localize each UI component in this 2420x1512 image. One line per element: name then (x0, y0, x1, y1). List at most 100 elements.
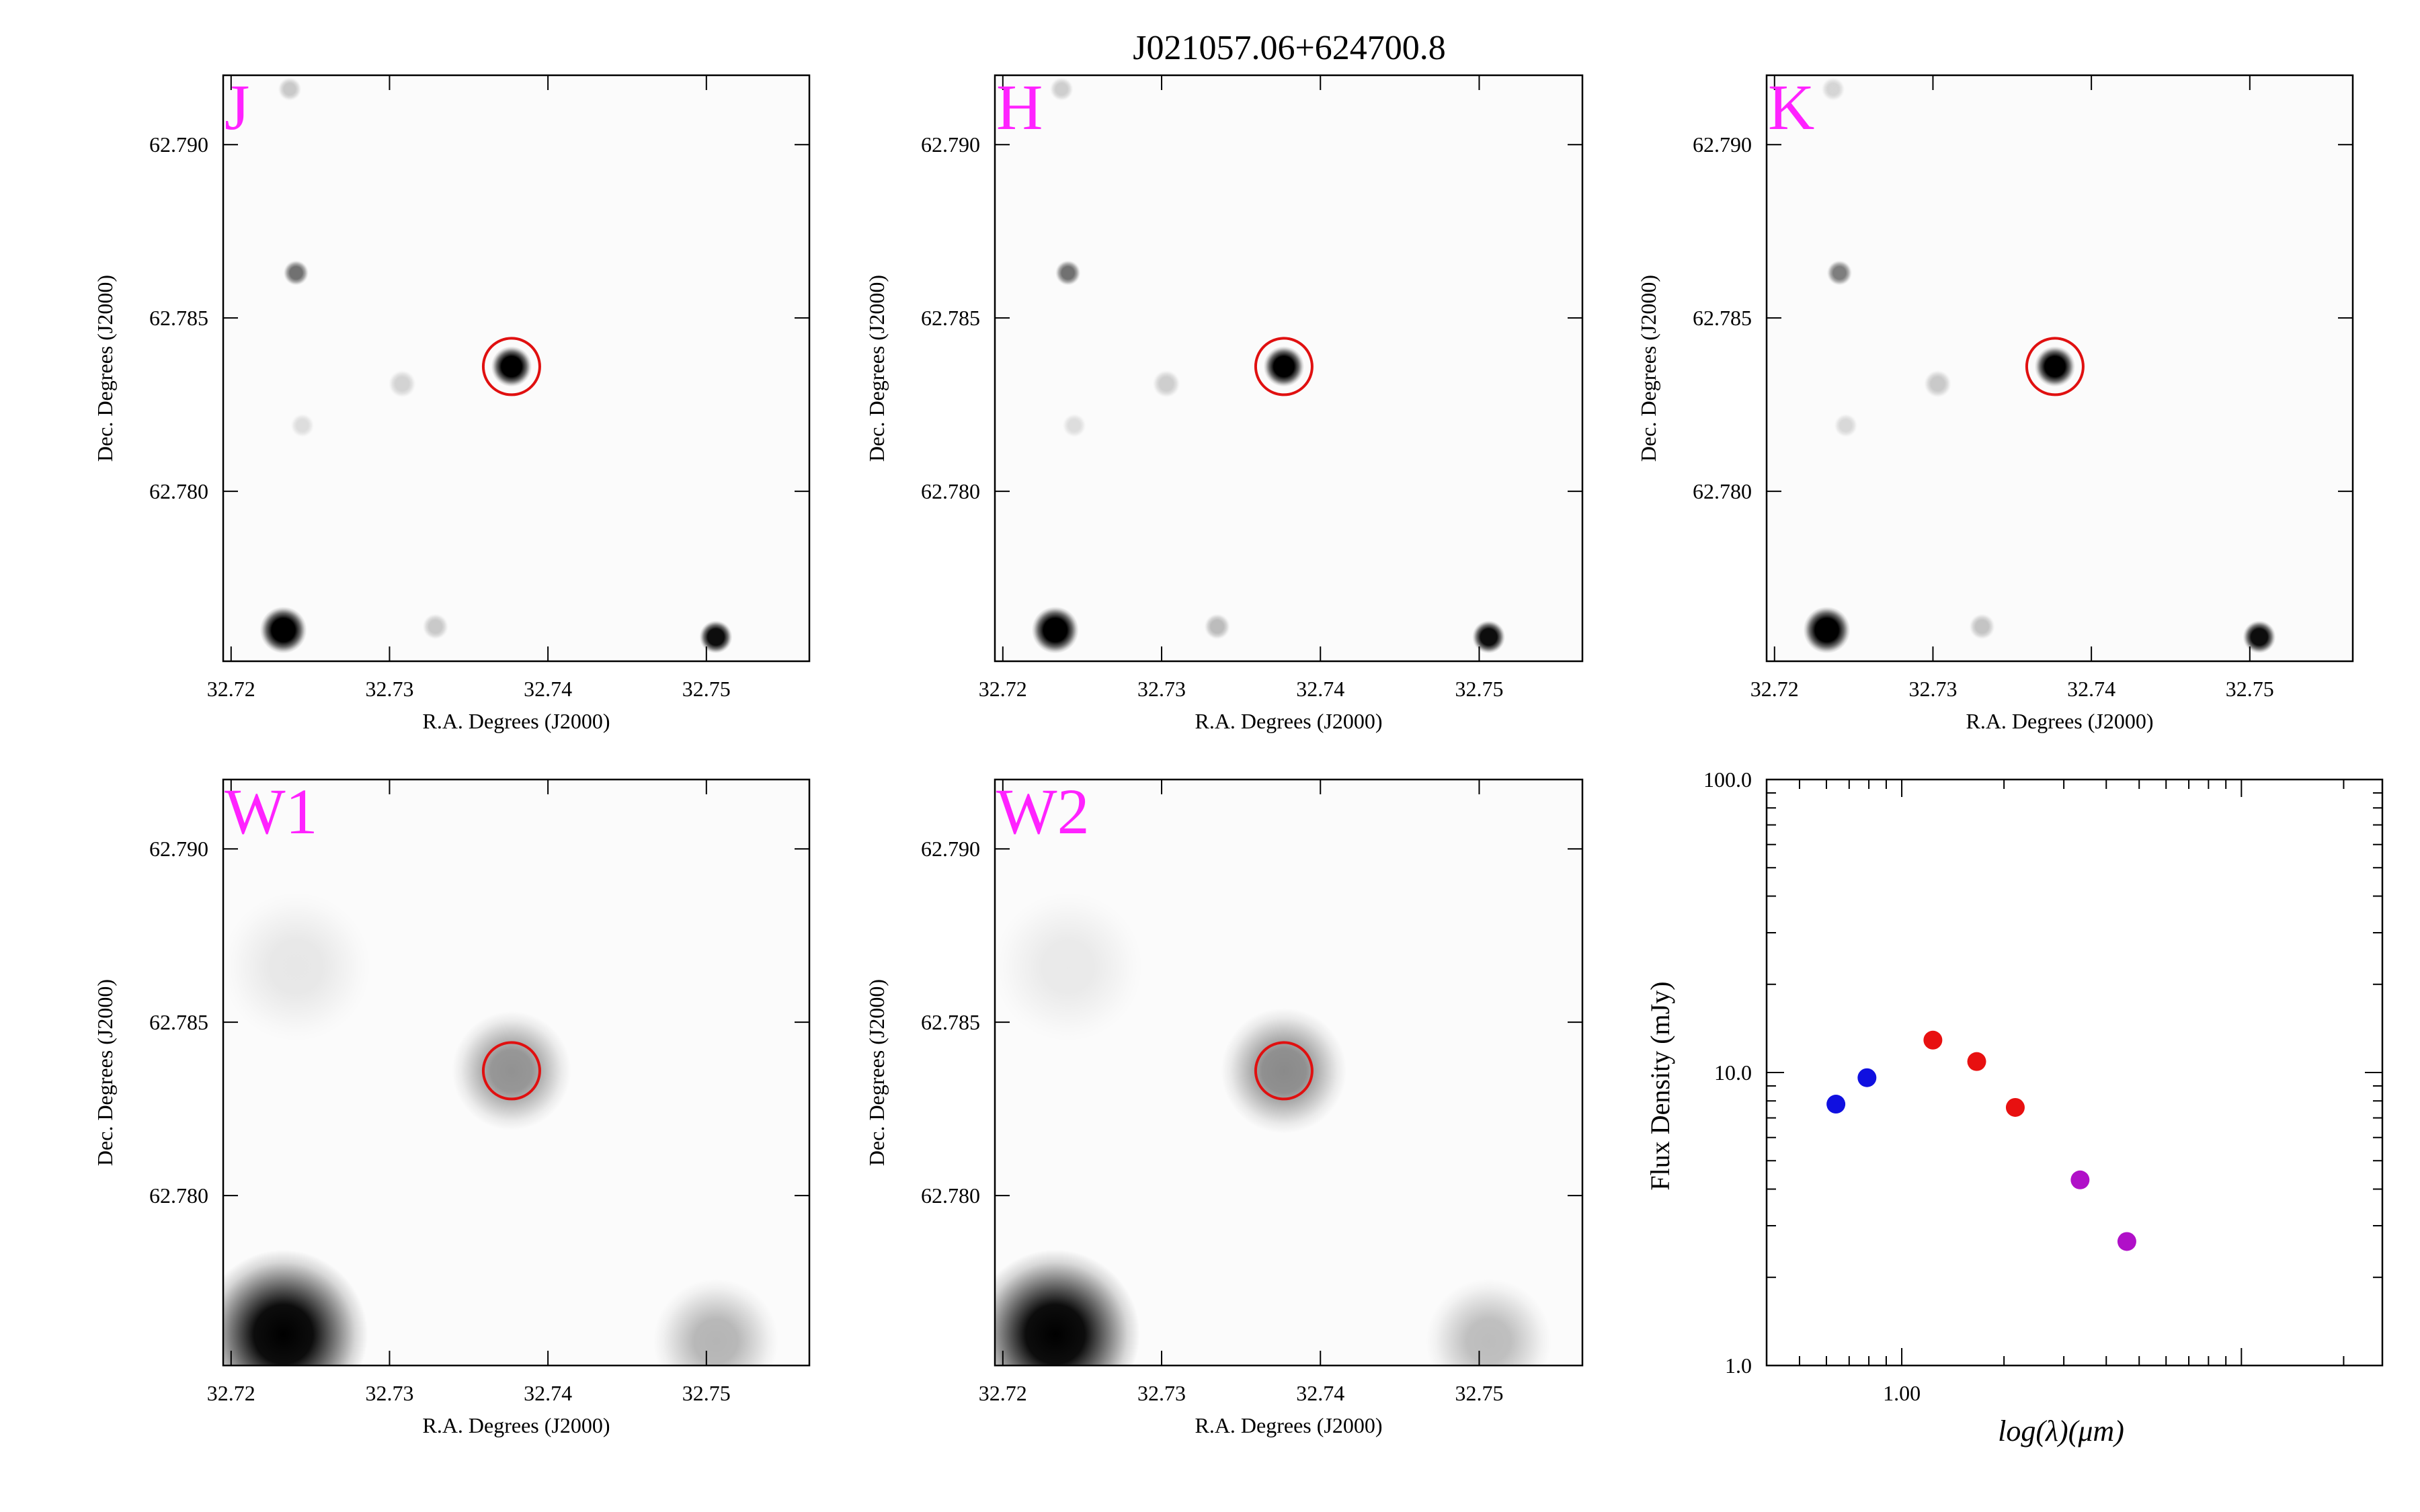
sed-data-point (1857, 1068, 1877, 1087)
image-sources (1031, 77, 1506, 654)
star-source (388, 370, 416, 398)
y-tick-label: 62.790 (921, 132, 980, 157)
target-circle (2025, 337, 2085, 396)
star-source (653, 1278, 778, 1366)
target-circle (1254, 337, 1314, 396)
band-label-w1: W1 (225, 775, 318, 847)
star-source (1049, 77, 1074, 101)
x-tick-label: 32.72 (979, 1381, 1027, 1405)
star-source (259, 606, 307, 654)
star-source (1426, 1278, 1551, 1366)
x-tick-label: 32.74 (1296, 1381, 1344, 1405)
y-tick-label: 62.790 (1693, 132, 1752, 157)
x-tick-label: 32.72 (207, 1381, 255, 1405)
star-source (491, 346, 532, 387)
star-source (1204, 614, 1230, 640)
star-source (699, 620, 733, 654)
star-source (1031, 606, 1079, 654)
star-source (2034, 346, 2076, 387)
x-tick-label: 32.73 (1137, 1381, 1186, 1405)
sed-frame (1765, 778, 2384, 1367)
star-source (1152, 370, 1180, 398)
x-tick-label: 32.74 (524, 1381, 572, 1405)
panel-frame (222, 74, 811, 663)
star-source (452, 1011, 571, 1130)
star-source (995, 891, 1143, 1042)
sed-x-tick-label: 1.00 (1883, 1381, 1921, 1405)
image-panel-h: 32.72 32.73 32.74 32.75 62.780 62.785 62.790 R.… (864, 71, 1584, 733)
target-circle (481, 337, 541, 396)
x-axis-label: R.A. Degrees (J2000) (1966, 709, 2153, 733)
star-source (223, 892, 371, 1042)
y-tick-label: 62.780 (149, 479, 208, 503)
star-source (278, 77, 302, 101)
x-tick-label: 32.74 (1296, 677, 1344, 701)
sed-data-point (1826, 1095, 1846, 1114)
target-circle (1254, 1041, 1314, 1101)
sed-data-point (1923, 1030, 1943, 1050)
star-source (1263, 346, 1305, 387)
star-source (283, 260, 309, 286)
sed-y-tick-label: 100.0 (1703, 767, 1752, 792)
sed-data-point (2005, 1097, 2025, 1117)
y-tick-label: 62.785 (149, 306, 208, 330)
sed-data-point (2070, 1170, 2090, 1189)
star-source (2243, 620, 2276, 654)
y-axis-label: Dec. Degrees (J2000) (93, 275, 117, 462)
y-tick-label: 62.790 (921, 837, 980, 861)
band-label-h: H (996, 71, 1043, 143)
band-label-j: J (225, 71, 249, 143)
y-tick-label: 62.790 (149, 132, 208, 157)
image-panel-w1: 32.72 32.73 32.74 32.75 62.780 62.785 62.790 R.… (93, 775, 811, 1437)
x-tick-label: 32.73 (1137, 677, 1186, 701)
x-tick-label: 32.74 (2067, 677, 2115, 701)
image-panel-j: 32.72 32.73 32.74 32.75 62.780 62.785 62.790 R.… (93, 71, 811, 733)
star-source (1055, 260, 1081, 286)
sed-data-point (1967, 1052, 1986, 1071)
star-source (1062, 413, 1086, 437)
x-axis-label: R.A. Degrees (J2000) (1195, 709, 1382, 733)
y-tick-label: 62.785 (921, 1010, 980, 1034)
star-source (1834, 413, 1858, 437)
star-source (1821, 77, 1845, 101)
x-tick-label: 32.75 (682, 1381, 731, 1405)
x-tick-label: 32.75 (1455, 1381, 1503, 1405)
x-axis-label: R.A. Degrees (J2000) (422, 1413, 610, 1437)
y-tick-label: 62.785 (1693, 306, 1752, 330)
sed-y-axis-label: Flux Density (mJy) (1645, 981, 1675, 1190)
star-source (1221, 1008, 1347, 1134)
y-tick-label: 62.785 (149, 1010, 208, 1034)
y-axis-label: Dec. Degrees (J2000) (864, 979, 889, 1166)
sed-y-tick-label: 10.0 (1714, 1060, 1752, 1085)
y-tick-label: 62.780 (921, 479, 980, 503)
x-tick-label: 32.73 (365, 677, 413, 701)
sed-x-axis-label: log(λ)(μm) (1998, 1415, 2124, 1447)
y-axis-label: Dec. Degrees (J2000) (864, 275, 889, 462)
sed-data-point (2117, 1232, 2136, 1251)
star-source (1803, 606, 1851, 654)
x-tick-label: 32.72 (207, 677, 255, 701)
star-source (1924, 370, 1951, 398)
y-tick-label: 62.780 (1693, 479, 1752, 503)
y-axis-label: Dec. Degrees (J2000) (1636, 275, 1660, 462)
band-label-k: K (1768, 71, 1814, 143)
x-tick-label: 32.72 (979, 677, 1027, 701)
x-tick-label: 32.75 (1455, 677, 1503, 701)
y-tick-label: 62.785 (921, 306, 980, 330)
image-panel-w2: 32.72 32.73 32.74 32.75 62.780 62.785 62.790 R.… (864, 775, 1584, 1437)
x-axis-label: R.A. Degrees (J2000) (1195, 1413, 1382, 1437)
x-tick-label: 32.75 (2226, 677, 2274, 701)
x-tick-label: 32.75 (682, 677, 731, 701)
y-tick-label: 62.780 (149, 1183, 208, 1208)
image-sources (1803, 77, 2276, 654)
star-source (290, 413, 315, 437)
x-tick-label: 32.74 (524, 677, 572, 701)
star-source (1472, 620, 1506, 654)
panel-frame (994, 74, 1584, 663)
image-sources (259, 77, 733, 654)
panel-frame (994, 778, 1584, 1367)
band-label-w2: W2 (996, 775, 1090, 847)
x-tick-label: 32.72 (1750, 677, 1799, 701)
star-source (223, 1250, 368, 1366)
